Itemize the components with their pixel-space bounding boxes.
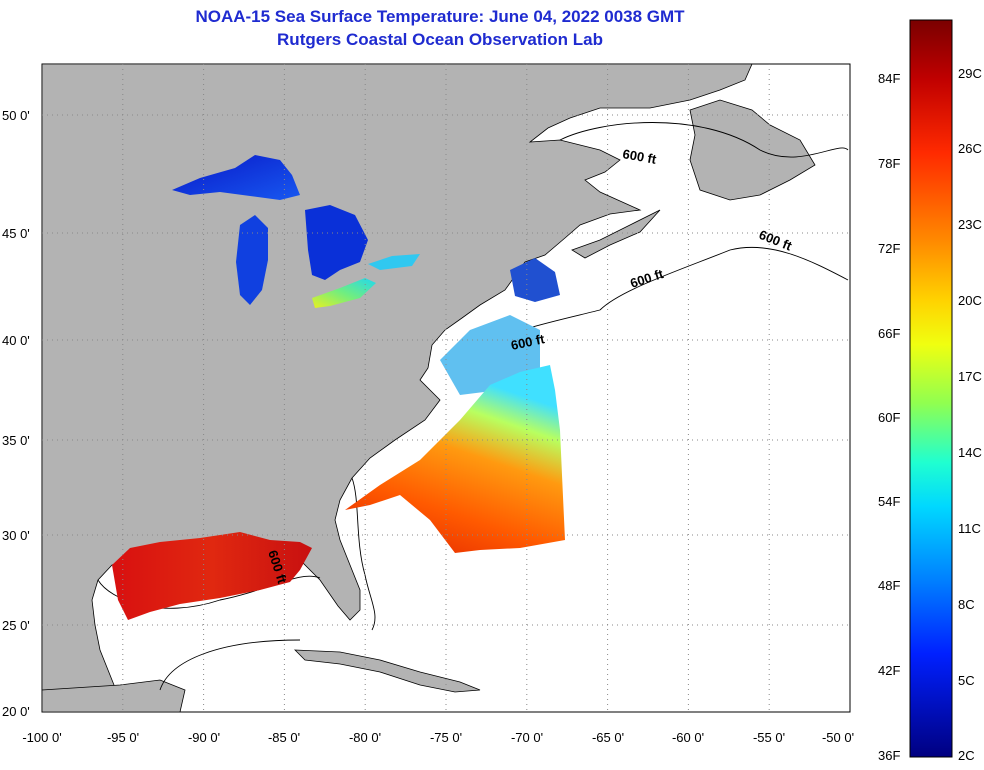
gulf-of-maine — [510, 258, 560, 302]
gulf-of-mexico-swath — [112, 532, 312, 620]
cb-f-42: 42F — [878, 663, 901, 678]
lake-huron — [305, 205, 368, 280]
land — [41, 63, 816, 713]
cb-f-60: 60F — [878, 410, 901, 425]
cb-c-23: 23C — [958, 217, 982, 232]
cb-c-8: 8C — [958, 597, 975, 612]
map-subtitle: Rutgers Coastal Ocean Observation Lab — [277, 30, 603, 49]
longitude-labels: -100 0' -95 0' -90 0' -85 0' -80 0' -75 … — [22, 730, 854, 745]
lon-label-65: -65 0' — [592, 730, 624, 745]
lake-erie — [312, 278, 376, 308]
lon-label-100: -100 0' — [22, 730, 61, 745]
lat-label-25: 25 0' — [2, 618, 30, 633]
map-title: NOAA-15 Sea Surface Temperature: June 04… — [195, 7, 685, 26]
lon-label-80: -80 0' — [349, 730, 381, 745]
cb-c-29: 29C — [958, 66, 982, 81]
lat-label-20: 20 0' — [2, 704, 30, 719]
lon-label-55: -55 0' — [753, 730, 785, 745]
nova-scotia-land — [571, 209, 661, 259]
cb-c-17: 17C — [958, 369, 982, 384]
latitude-labels: 20 0' 25 0' 30 0' 35 0' 40 0' 45 0' 50 0… — [2, 108, 30, 719]
cb-f-48: 48F — [878, 578, 901, 593]
contour-label-600ft-4: 600 ft — [510, 331, 547, 353]
cb-c-14: 14C — [958, 445, 982, 460]
lon-label-75: -75 0' — [430, 730, 462, 745]
lake-superior — [172, 155, 300, 200]
cb-c-5: 5C — [958, 673, 975, 688]
cb-c-26: 26C — [958, 141, 982, 156]
cb-f-78: 78F — [878, 156, 901, 171]
contour-label-600ft-1: 600 ft — [621, 146, 658, 167]
cb-c-2: 2C — [958, 748, 975, 763]
cb-c-20: 20C — [958, 293, 982, 308]
lat-lon-grid — [42, 64, 850, 712]
cb-f-84: 84F — [878, 71, 901, 86]
lon-label-50: -50 0' — [822, 730, 854, 745]
cb-f-36: 36F — [878, 748, 901, 763]
cb-f-54: 54F — [878, 494, 901, 509]
colorbar — [909, 19, 953, 758]
cb-f-66: 66F — [878, 326, 901, 341]
cb-c-11: 11C — [958, 521, 981, 536]
lat-label-35: 35 0' — [2, 433, 30, 448]
cuba-land — [293, 649, 481, 693]
lat-label-30: 30 0' — [2, 528, 30, 543]
newfoundland-land — [689, 99, 816, 201]
lon-label-90: -90 0' — [188, 730, 220, 745]
lake-ontario — [368, 254, 420, 270]
lon-label-85: -85 0' — [268, 730, 300, 745]
lat-label-50: 50 0' — [2, 108, 30, 123]
yucatan-land — [41, 679, 186, 713]
lon-label-95: -95 0' — [107, 730, 139, 745]
lat-label-40: 40 0' — [2, 333, 30, 348]
cb-f-72: 72F — [878, 241, 901, 256]
lon-label-70: -70 0' — [511, 730, 543, 745]
lat-label-45: 45 0' — [2, 226, 30, 241]
lake-michigan — [236, 215, 268, 305]
lon-label-60: -60 0' — [672, 730, 704, 745]
atlantic-swath — [345, 365, 565, 553]
sst-data — [112, 155, 565, 620]
